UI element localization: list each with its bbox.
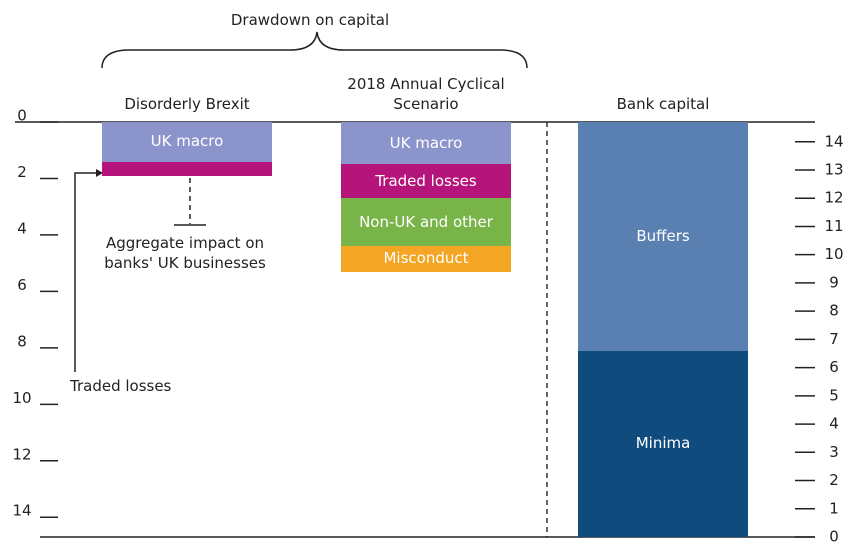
arrow xyxy=(74,172,96,372)
y2-tick-label: 12 xyxy=(824,189,843,207)
segment-label: Traded losses xyxy=(375,171,477,190)
y-tick-label: 4 xyxy=(17,219,27,237)
segment-label: Minima xyxy=(635,434,691,453)
y2-tick-label: 5 xyxy=(829,386,839,404)
bar-segment: Misconduct xyxy=(341,246,511,272)
y-tick-label: 14 xyxy=(12,502,31,520)
y2-tick-label: 1 xyxy=(829,499,839,517)
y2-tick-label: 2 xyxy=(829,471,839,489)
y-tick-label: 8 xyxy=(17,332,27,350)
bar-segment: UK macro xyxy=(102,122,272,162)
y2-tick-label: 14 xyxy=(824,132,843,150)
y2-tick-label: 4 xyxy=(829,415,839,433)
y-tick-label: 10 xyxy=(12,389,31,407)
bar-segment: Traded losses xyxy=(341,164,511,199)
segment-label: Non-UK and other xyxy=(359,212,493,231)
y-tick-label: 2 xyxy=(17,163,27,181)
segment-label: UK macro xyxy=(150,132,224,151)
y2-tick-label: 10 xyxy=(824,245,843,263)
y2-tick-label: 8 xyxy=(829,302,839,320)
y2-tick-label: 11 xyxy=(824,217,843,235)
segment-label: UK macro xyxy=(389,133,463,152)
y2-tick-label: 13 xyxy=(824,160,843,178)
y2-tick-label: 0 xyxy=(829,528,839,545)
annotation: Traded losses xyxy=(70,377,172,395)
bar-segment: Non-UK and other xyxy=(341,198,511,247)
y2-tick-label: 6 xyxy=(829,358,839,376)
bar-segment: Buffers xyxy=(578,122,748,351)
bar-segment: UK macro xyxy=(341,122,511,165)
y2-tick-label: 7 xyxy=(829,330,839,348)
arrow-head xyxy=(96,169,103,177)
bar-segment: Minima xyxy=(578,350,748,537)
brace xyxy=(101,31,528,69)
annotation: Aggregate impact on banks' UK businesses xyxy=(104,234,266,272)
category-label: Bank capital xyxy=(616,95,710,113)
annotation: Drawdown on capital xyxy=(230,11,390,29)
y-tick-label: 6 xyxy=(17,276,27,294)
bar-segment xyxy=(102,161,272,176)
y2-tick-label: 9 xyxy=(829,273,839,291)
segment-label: Misconduct xyxy=(383,249,469,268)
segment-label: Buffers xyxy=(636,226,690,245)
category-label: Disorderly Brexit xyxy=(124,95,250,113)
y-tick-label: 12 xyxy=(12,445,31,463)
y-tick-label: 0 xyxy=(17,107,27,125)
y2-tick-label: 3 xyxy=(829,443,839,461)
category-label: 2018 Annual Cyclical Scenario xyxy=(347,75,505,113)
